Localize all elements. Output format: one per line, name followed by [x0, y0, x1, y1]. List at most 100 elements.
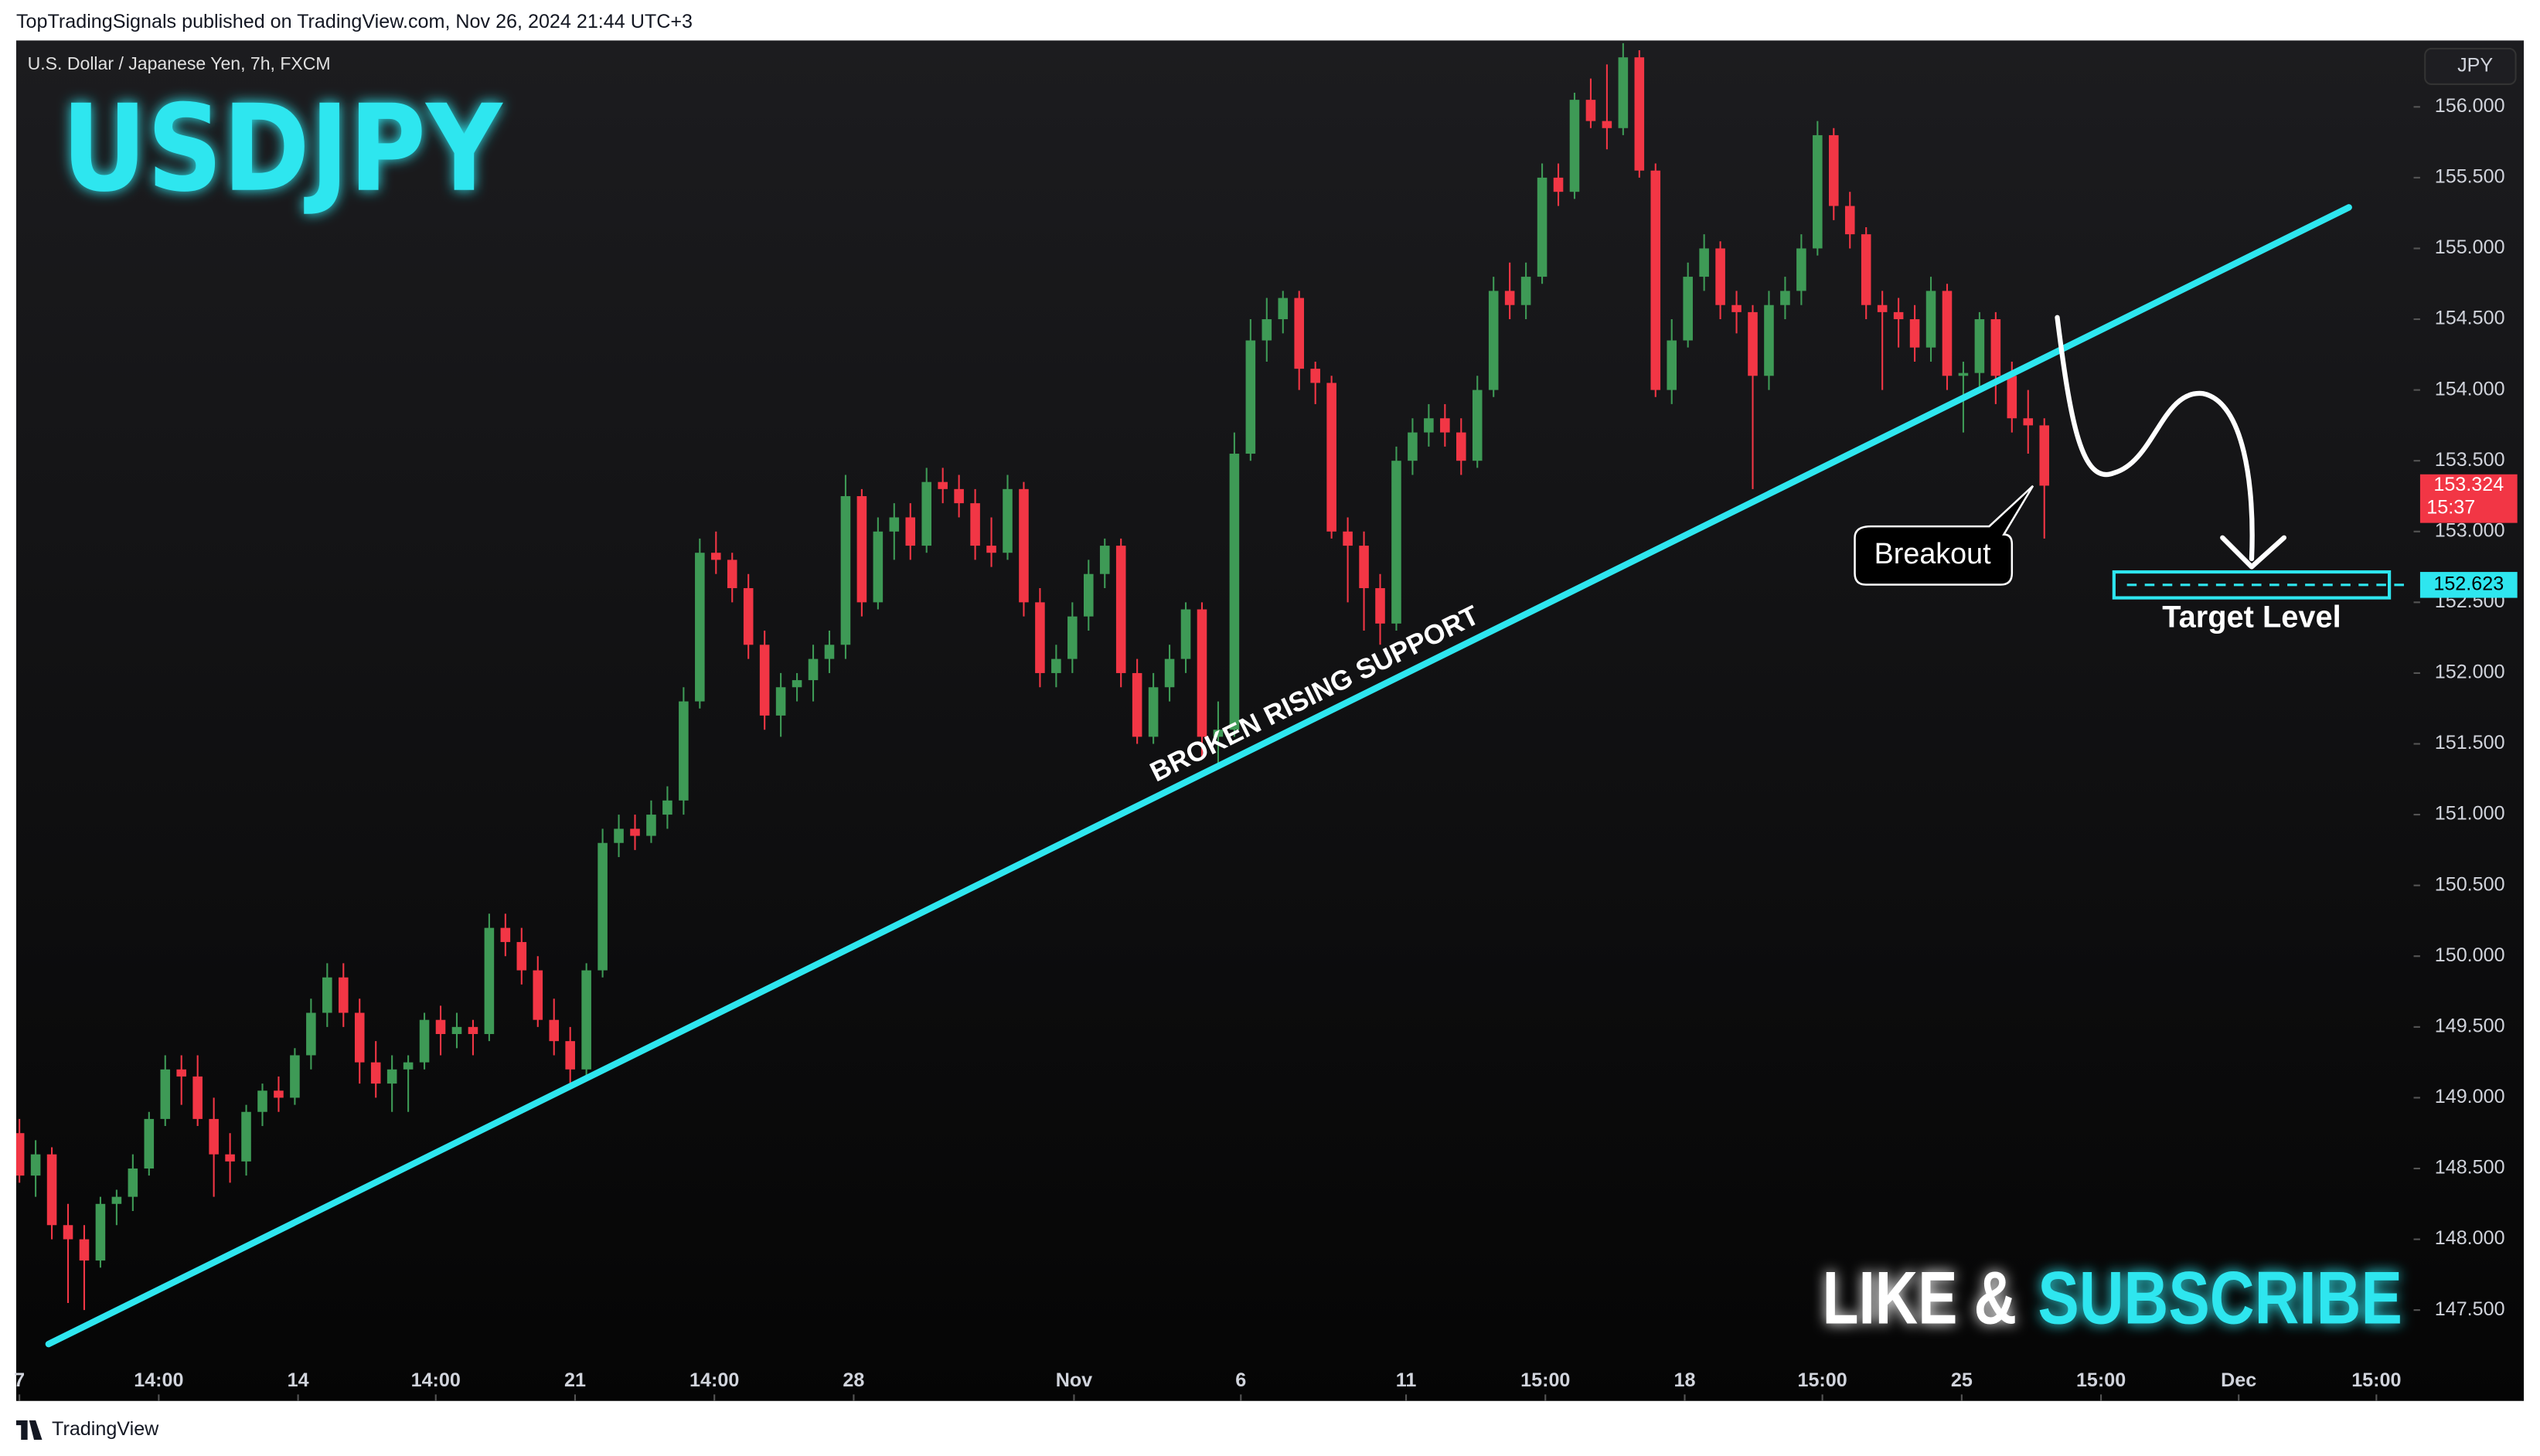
currency-box[interactable]: [2424, 47, 2517, 86]
candle-body: [905, 517, 916, 546]
candle-body: [1748, 311, 1758, 376]
candle-body: [1537, 177, 1547, 277]
candle-body: [484, 927, 495, 1034]
candle-body: [889, 517, 900, 532]
candle-body: [63, 1225, 73, 1240]
tv-logo: [15, 1420, 43, 1441]
candle-body: [808, 658, 819, 681]
cta-subscribe: SUBSCRIBE: [2038, 1257, 2402, 1339]
candle-body: [1488, 291, 1499, 390]
candle-body: [1942, 291, 1953, 376]
candle-body: [1893, 311, 1904, 320]
candle-body: [856, 495, 867, 603]
candle-body: [743, 588, 754, 645]
candle-body: [257, 1090, 267, 1112]
footer-brand: TradingView: [52, 1418, 159, 1440]
candle-body: [1520, 277, 1531, 305]
y-tick-label: 149.000: [2435, 1086, 2505, 1107]
candle-body: [938, 481, 948, 489]
candle-body: [1699, 248, 1709, 277]
last-price-bg: [2419, 474, 2518, 523]
candle-body: [824, 645, 835, 659]
candle-body: [516, 941, 527, 971]
candle-body: [111, 1196, 122, 1204]
x-tick-label: 6: [1235, 1369, 1246, 1391]
candle-body: [370, 1062, 381, 1084]
x-tick-label: Nov: [1056, 1369, 1092, 1391]
candle-body: [128, 1168, 138, 1197]
candle-body: [1553, 177, 1564, 192]
candle-body: [1375, 588, 1385, 624]
target-price-bg: [2419, 572, 2518, 598]
candle-body: [1456, 432, 1466, 461]
candle-body: [2023, 418, 2034, 426]
candle-body: [1780, 291, 1790, 305]
candle-body: [500, 927, 511, 942]
candle-body: [1958, 373, 1969, 376]
candle-body: [581, 970, 591, 1070]
y-tick-label: 155.000: [2435, 236, 2505, 258]
candle-body: [1278, 298, 1289, 320]
plot-area: [15, 43, 2050, 1311]
candle-body: [1408, 432, 1418, 461]
y-tick-label: 154.500: [2435, 308, 2505, 329]
candle-body: [1213, 730, 1224, 737]
candle-body: [1310, 369, 1320, 383]
candle-body: [1844, 206, 1855, 235]
y-tick-label: 150.500: [2435, 873, 2505, 895]
candle-body: [290, 1055, 300, 1098]
candle-body: [306, 1012, 316, 1056]
y-tick-label: 151.000: [2435, 803, 2505, 825]
candle-body: [1925, 291, 1936, 348]
candle-body: [1602, 121, 1612, 128]
candle-body: [1343, 531, 1353, 546]
y-tick-label: 148.000: [2435, 1227, 2505, 1249]
candle-body: [1326, 383, 1336, 532]
candle-body: [1667, 340, 1677, 390]
cta-like: LIKE &: [1823, 1257, 2017, 1339]
x-tick-label: 14: [288, 1369, 309, 1391]
candle-body: [1715, 248, 1725, 305]
x-tick-label: 14:00: [689, 1369, 739, 1391]
candle-body: [662, 800, 672, 815]
candle-body: [1261, 319, 1272, 341]
candle-body: [679, 701, 689, 801]
x-tick-label: 14:00: [134, 1369, 183, 1391]
candle-body: [209, 1118, 219, 1155]
candle-body: [46, 1154, 57, 1226]
x-tick-label: 15:00: [1520, 1369, 1570, 1391]
candle-body: [274, 1090, 284, 1098]
candle-body: [646, 815, 656, 836]
candle-body: [533, 970, 543, 1020]
candle-body: [775, 687, 786, 716]
y-tick-label: 154.000: [2435, 378, 2505, 400]
candle-body: [1083, 573, 1094, 617]
candle-body: [1391, 461, 1401, 624]
breakout-label: Breakout: [1874, 537, 1991, 570]
countdown: 15:37: [2426, 496, 2475, 518]
candle-body: [1229, 454, 1240, 730]
target-price: 152.623: [2433, 573, 2504, 594]
candle-body: [970, 503, 980, 546]
candle-body: [986, 546, 996, 553]
arrow: [2055, 315, 2255, 562]
y-tick-label: 156.000: [2435, 95, 2505, 117]
candle-body: [1115, 546, 1126, 673]
candle-body: [176, 1069, 187, 1077]
candle-body: [727, 560, 737, 589]
x-tick-label: 25: [1951, 1369, 1973, 1391]
chart-bg: [15, 40, 2525, 1401]
target-label: Target Level: [2162, 600, 2341, 634]
x-tick-label: Dec: [2221, 1369, 2256, 1391]
y-tick-label: 150.000: [2435, 944, 2505, 966]
y-tick-label: 153.000: [2435, 519, 2505, 541]
candle-body: [338, 977, 349, 1013]
candle-body: [1051, 658, 1061, 673]
candle-body: [873, 531, 884, 603]
candle-body: [921, 481, 932, 546]
candle-body: [95, 1203, 106, 1261]
y-tick-label: 155.500: [2435, 166, 2505, 188]
candle-body: [1618, 57, 1629, 128]
candle-body: [549, 1019, 560, 1042]
